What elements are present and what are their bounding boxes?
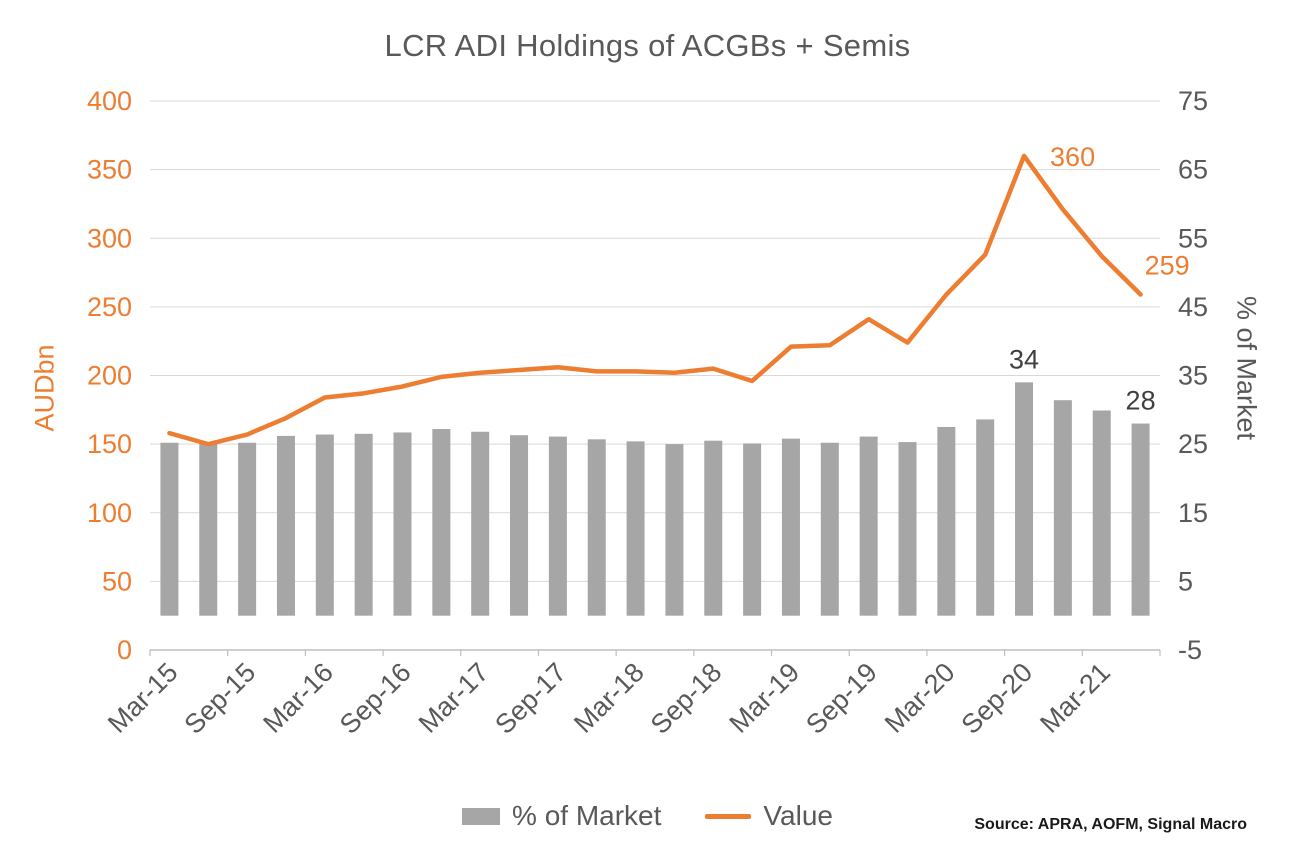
bar — [354, 433, 373, 616]
x-axis-label: Sep-17 — [489, 657, 572, 740]
x-axis-label: Sep-20 — [955, 657, 1038, 740]
bar — [587, 439, 606, 616]
bar — [626, 441, 645, 616]
right-axis-tick-label: 75 — [1178, 86, 1208, 116]
left-axis-tick-label: 250 — [87, 292, 132, 322]
bar — [276, 435, 295, 616]
right-axis-tick-label: 35 — [1178, 361, 1208, 391]
right-axis-tick-label: 5 — [1178, 566, 1193, 596]
x-axis-label: Mar-21 — [1034, 657, 1116, 739]
chart-title: LCR ADI Holdings of ACGBs + Semis — [384, 28, 911, 63]
bar — [315, 434, 334, 616]
bar — [160, 442, 179, 616]
x-axis-label: Sep-19 — [800, 657, 883, 740]
x-axis-label: Sep-18 — [645, 657, 728, 740]
right-axis-tick-label: -5 — [1178, 635, 1202, 665]
bar — [937, 426, 956, 616]
legend-label-value: Value — [763, 800, 833, 831]
left-axis-tick-label: 100 — [87, 498, 132, 528]
legend-item-pct-of-market: % of Market — [462, 800, 661, 832]
bar — [432, 429, 451, 616]
x-axis-label: Mar-19 — [724, 657, 806, 739]
bar — [1092, 410, 1111, 616]
bar — [548, 436, 567, 616]
legend-item-value: Value — [705, 800, 833, 832]
bar — [859, 436, 878, 616]
source-note: Source: APRA, AOFM, Signal Macro — [974, 816, 1247, 833]
data-label: 34 — [1009, 344, 1039, 374]
x-axis-label: Mar-17 — [413, 657, 495, 739]
line-swatch-icon — [705, 813, 752, 819]
right-axis-tick-label: 65 — [1178, 155, 1208, 185]
bar — [704, 440, 723, 616]
bar — [976, 419, 995, 616]
left-axis-tick-label: 300 — [87, 223, 132, 253]
left-axis-tick-label: 350 — [87, 155, 132, 185]
x-axis-label: Mar-16 — [257, 657, 339, 739]
data-label: 259 — [1145, 251, 1190, 281]
bar — [665, 444, 684, 616]
right-axis-tick-label: 55 — [1178, 223, 1208, 253]
x-axis-label: Sep-15 — [179, 657, 262, 740]
right-axis-tick-label: 15 — [1178, 498, 1208, 528]
left-axis-tick-label: 50 — [102, 566, 132, 596]
bar — [743, 443, 762, 616]
x-axis-label: Mar-15 — [102, 657, 184, 739]
value-line — [167, 153, 1143, 447]
bar-swatch-icon — [462, 807, 501, 825]
left-axis-tick-label: 150 — [87, 429, 132, 459]
data-label: 360 — [1050, 142, 1095, 172]
bar — [1053, 400, 1072, 616]
bar — [820, 442, 839, 616]
bar — [781, 438, 800, 616]
x-axis-label: Mar-18 — [568, 657, 650, 739]
bar — [471, 431, 490, 616]
bar — [1131, 423, 1150, 616]
right-axis-tick-label: 25 — [1178, 429, 1208, 459]
x-axis-label: Sep-16 — [334, 657, 417, 740]
data-label: 28 — [1126, 386, 1156, 416]
bar — [898, 442, 917, 616]
bar — [393, 432, 412, 616]
left-axis-tick-label: 0 — [117, 635, 132, 665]
bar — [1015, 382, 1034, 616]
left-axis-tick-label: 200 — [87, 361, 132, 391]
bar — [199, 444, 218, 616]
left-axis-tick-label: 400 — [87, 86, 132, 116]
x-axis-label: Mar-20 — [879, 657, 961, 739]
bar — [510, 435, 529, 616]
bar — [238, 442, 257, 616]
legend-label-pct-of-market: % of Market — [512, 800, 662, 831]
right-axis-tick-label: 45 — [1178, 292, 1208, 322]
legend: % of Market Value — [0, 800, 1295, 832]
